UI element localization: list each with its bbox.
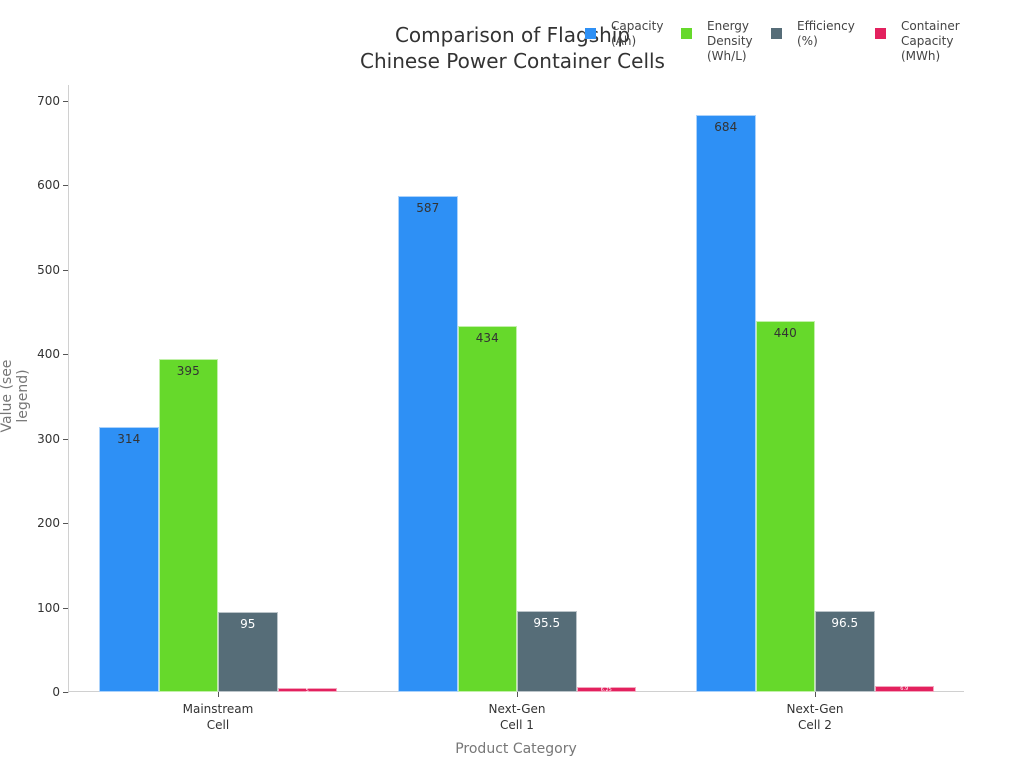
bar: 440 xyxy=(755,320,815,692)
legend-label: Efficiency (%) xyxy=(797,19,855,48)
y-tick-label: 300 xyxy=(37,431,60,446)
legend: Capacity (Ah) Energy Density (Wh/L) Effici… xyxy=(585,19,1024,69)
y-tick-label: 0 xyxy=(52,685,60,699)
bar: 434 xyxy=(457,325,517,692)
x-tick-mark xyxy=(814,692,816,697)
bar-value-label: 96.5 xyxy=(831,615,859,630)
bar: 5 xyxy=(277,687,337,694)
bar: 95.5 xyxy=(517,611,577,692)
y-axis-label: Value (see legend) xyxy=(0,359,31,433)
y-tick-label: 100 xyxy=(37,600,60,615)
y-tick: 300 xyxy=(0,432,68,446)
y-tick-mark xyxy=(63,101,68,102)
y-tick: 0 xyxy=(0,685,68,699)
legend-item: Energy Density (Wh/L) xyxy=(681,19,753,64)
bar-value-label: 434 xyxy=(475,330,499,345)
x-tick: Mainstream Cell xyxy=(158,692,278,733)
x-tick: Next-Gen Cell 1 xyxy=(457,692,577,733)
bar-value-label: 6.25 xyxy=(600,686,612,693)
bar: 395 xyxy=(158,358,218,692)
y-tick-label: 500 xyxy=(37,262,60,277)
legend-item: Efficiency (%) xyxy=(771,19,855,49)
bar: 96.5 xyxy=(815,610,875,692)
bar-value-label: 395 xyxy=(176,363,200,378)
bar: 587 xyxy=(398,196,458,692)
legend-swatch-icon xyxy=(771,28,782,39)
bar: 684 xyxy=(696,114,756,692)
legend-item: Container Capacity (MWh) xyxy=(875,19,960,64)
legend-item: Capacity (Ah) xyxy=(585,19,663,49)
y-tick: 700 xyxy=(0,94,68,108)
bar: 6.9 xyxy=(874,686,934,693)
x-tick-label: Next-Gen Cell 2 xyxy=(786,702,844,732)
bar-value-label: 95 xyxy=(240,616,256,631)
legend-label: Energy Density (Wh/L) xyxy=(707,19,753,63)
bar-value-label: 314 xyxy=(117,431,141,446)
y-tick: 600 xyxy=(0,178,68,192)
y-tick: 400 xyxy=(0,347,68,361)
x-tick-label: Next-Gen Cell 1 xyxy=(488,702,546,732)
y-axis-line xyxy=(68,85,69,693)
bar: 314 xyxy=(99,426,159,692)
bar: 6.25 xyxy=(576,686,636,693)
y-tick-label: 400 xyxy=(37,347,60,362)
legend-swatch-icon xyxy=(585,28,596,39)
y-tick: 100 xyxy=(0,601,68,615)
bar-value-label: 6.9 xyxy=(900,686,909,693)
y-tick-mark xyxy=(63,438,68,440)
bar-value-label: 5 xyxy=(305,687,309,694)
y-tick-mark xyxy=(63,269,68,271)
y-tick: 200 xyxy=(0,516,68,530)
y-tick-mark xyxy=(63,692,68,693)
chart-title-line-2: Chinese Power Container Cells xyxy=(360,49,665,73)
y-tick: 500 xyxy=(0,263,68,277)
x-tick: Next-Gen Cell 2 xyxy=(755,692,875,733)
x-axis-label: Product Category xyxy=(455,741,577,757)
bar: 95 xyxy=(218,611,278,692)
y-tick-mark xyxy=(63,523,68,525)
bar-value-label: 440 xyxy=(773,325,797,340)
y-tick-label: 700 xyxy=(37,94,60,108)
y-tick-mark xyxy=(63,185,68,187)
x-tick-mark xyxy=(217,692,219,697)
x-tick-mark xyxy=(516,692,518,697)
bar-value-label: 587 xyxy=(416,201,440,216)
y-tick-label: 600 xyxy=(37,178,60,193)
y-tick-mark xyxy=(63,607,68,609)
legend-swatch-icon xyxy=(681,28,692,39)
bar-value-label: 684 xyxy=(714,119,738,134)
y-tick-mark xyxy=(63,354,68,356)
x-tick-label: Mainstream Cell xyxy=(182,702,254,732)
legend-swatch-icon xyxy=(875,28,886,39)
bar-value-label: 95.5 xyxy=(533,616,561,631)
y-tick-label: 200 xyxy=(37,516,60,531)
legend-label: Capacity (Ah) xyxy=(611,19,664,48)
legend-label: Container Capacity (MWh) xyxy=(901,19,960,63)
